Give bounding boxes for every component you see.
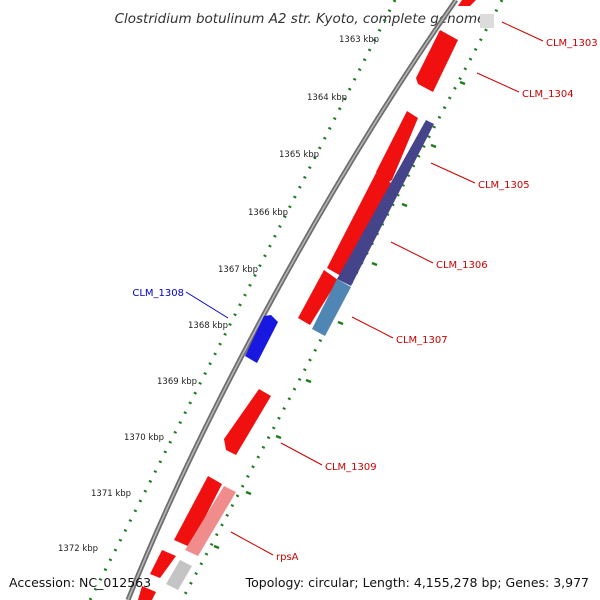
gene-label-clm-1304[interactable]: CLM_1304 <box>522 89 574 100</box>
tick-label: 1364 kbp <box>307 93 347 103</box>
gene-feature-bottom-gray[interactable] <box>166 560 192 590</box>
gene-label-clm-1303[interactable]: CLM_1303 <box>546 38 598 49</box>
tick-label: 1370 kbp <box>124 433 164 443</box>
gene-feature-clm-1309[interactable] <box>224 389 271 455</box>
tick-label: 1371 kbp <box>91 489 131 499</box>
scale-tick-labels: 1363 kbp 1364 kbp 1365 kbp 1366 kbp 1367… <box>58 35 379 554</box>
tick-label: 1363 kbp <box>339 35 379 45</box>
outer-tick-ring <box>88 0 397 600</box>
tick-label: 1365 kbp <box>279 150 319 160</box>
tick-label: 1369 kbp <box>157 377 197 387</box>
gene-callout-lines <box>185 21 544 556</box>
gene-feature-clm-1305[interactable] <box>376 111 418 186</box>
tick-label: 1372 kbp <box>58 544 98 554</box>
cds-feature-light[interactable] <box>312 279 351 336</box>
gene-feature-clm-1304[interactable] <box>416 30 458 92</box>
gene-feature-clm-1306[interactable] <box>327 173 391 276</box>
gene-feature-rpsa[interactable] <box>185 486 236 556</box>
inner-major-ticks <box>213 80 466 550</box>
gene-label-rpsa[interactable]: rpsA <box>276 552 299 563</box>
gene-features <box>138 0 494 600</box>
gene-label-clm-1308[interactable]: CLM_1308 <box>132 288 184 299</box>
gene-label-clm-1305[interactable]: CLM_1305 <box>478 180 530 191</box>
tick-label: 1368 kbp <box>188 321 228 331</box>
gene-feature-clm-1308[interactable] <box>245 315 278 363</box>
map-title: Clostridium botulinum A2 str. Kyoto, com… <box>115 11 486 27</box>
gene-label-clm-1309[interactable]: CLM_1309 <box>325 462 377 473</box>
gene-feature-bottom-red-2[interactable] <box>138 586 156 600</box>
tick-label: 1366 kbp <box>248 208 288 218</box>
gene-feature-bottom-red[interactable] <box>150 550 176 578</box>
genome-summary-text: Topology: circular; Length: 4,155,278 bp… <box>245 575 589 590</box>
cds-feature-dark[interactable] <box>337 120 434 286</box>
gene-label-clm-1307[interactable]: CLM_1307 <box>396 335 448 346</box>
gene-label-clm-1306[interactable]: CLM_1306 <box>436 260 488 271</box>
accession-text: Accession: NC_012563 <box>9 575 151 590</box>
gene-feature-clm-1307[interactable] <box>298 270 338 325</box>
genome-backbone <box>125 0 459 600</box>
gene-feature-dark-red[interactable] <box>174 476 222 547</box>
gene-feature-clm-1303[interactable] <box>458 0 476 6</box>
gene-feature-clm-1303-gray[interactable] <box>480 14 494 28</box>
tick-label: 1367 kbp <box>218 265 258 275</box>
gene-labels: CLM_1303 CLM_1304 CLM_1305 CLM_1306 CLM_… <box>132 38 597 563</box>
